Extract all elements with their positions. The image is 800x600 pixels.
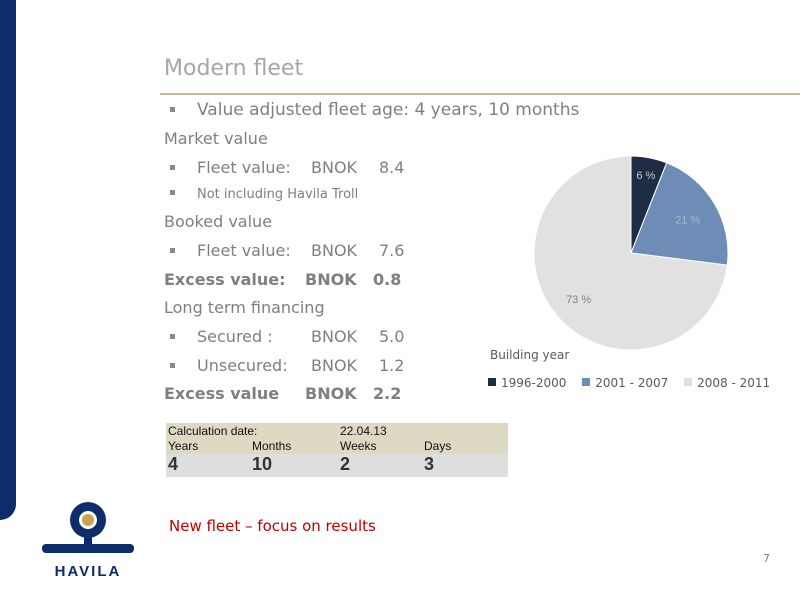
footer-tagline: New fleet – focus on results [169,517,376,535]
booked-fleet-label: Fleet value: [197,241,291,260]
legend-swatch [582,378,591,386]
bullet-icon [170,334,175,339]
excess-unit: BNOK [305,270,357,289]
market-fleet-item: Fleet value: BNOK 8.4 [170,158,404,177]
booked-fleet-value: 7.6 [379,241,405,260]
market-fleet-unit: BNOK [311,158,358,177]
calculation-values: 4 10 2 3 [166,454,508,477]
market-fleet-label: Fleet value: [197,158,291,177]
logo-text: HAVILA [55,563,122,580]
value-months: 10 [252,454,273,474]
excess-value-row-1: Excess value: BNOK 0.8 [164,270,401,289]
secured-item: Secured : BNOK 5.0 [170,327,404,346]
market-fleet-value: 8.4 [379,158,405,177]
brand-sidebar-bar [0,0,16,520]
excess-unit: BNOK [305,384,357,403]
legend-label: 2001 - 2007 [595,376,669,390]
bullet-icon [170,248,175,253]
header-years: Years [168,439,199,453]
calculation-date-label: Calculation date: [168,424,258,438]
legend-item-2001-2007: 2001 - 2007 [582,376,668,390]
legend-label: 2008 - 2011 [697,376,771,390]
havila-logo: HAVILA [42,502,134,580]
long-term-heading: Long term financing [164,298,325,317]
slide-title: Modern fleet [164,56,304,81]
excess-label: Excess value: [164,270,286,289]
excess-label: Excess value [164,384,280,403]
legend-item-1996-2000: 1996-2000 [488,376,566,390]
unsecured-value: 1.2 [379,356,405,375]
fleet-age-text: Value adjusted fleet age: 4 years, 10 mo… [197,100,580,120]
secured-label: Secured : [197,327,273,346]
unsecured-label: Unsecured: [197,356,288,375]
legend-swatch [684,378,693,386]
value-days: 3 [424,454,435,474]
value-years: 4 [168,454,179,474]
secured-value: 5.0 [379,327,405,346]
chart-legend: 1996-2000 2001 - 2007 2008 - 2011 [488,376,782,390]
pie-data-label: 21 % [675,214,700,226]
legend-item-2008-2011: 2008 - 2011 [684,376,770,390]
calculation-table: Calculation date: 22.04.13 Years Months … [166,423,508,477]
bullet-icon [170,190,175,195]
excess-value-row-2: Excess value BNOK 2.2 [164,384,401,403]
unsecured-unit: BNOK [311,356,358,375]
fleet-age-item: Value adjusted fleet age: 4 years, 10 mo… [170,100,579,120]
legend-label: 1996-2000 [501,376,567,390]
market-note-item: Not including Havila Troll [170,187,358,202]
booked-fleet-unit: BNOK [311,241,358,260]
header-months: Months [252,439,292,453]
market-note-text: Not including Havila Troll [197,187,359,202]
chart-title: Building year [490,348,570,362]
bullet-icon [170,107,175,112]
header-weeks: Weeks [340,439,377,453]
title-divider [160,93,800,95]
calculation-date-value: 22.04.13 [340,424,387,438]
page-number: 7 [763,552,770,565]
bullet-icon [170,363,175,368]
header-days: Days [424,439,452,453]
market-value-heading: Market value [164,129,268,148]
secured-unit: BNOK [311,327,358,346]
pie-slice-2008-2011 [533,155,728,351]
booked-value-heading: Booked value [164,212,273,231]
excess-value: 0.8 [373,270,402,289]
legend-swatch [488,378,496,386]
pie-data-label: 73 % [566,294,591,306]
value-weeks: 2 [340,454,351,474]
calculation-header: Calculation date: 22.04.13 Years Months … [166,423,508,454]
pie-data-label: 6 % [636,170,655,182]
excess-value: 2.2 [373,384,402,403]
booked-fleet-item: Fleet value: BNOK 7.6 [170,241,404,260]
bullet-icon [170,165,175,170]
pie-slice-2001-2007 [630,162,729,266]
unsecured-item: Unsecured: BNOK 1.2 [170,356,404,375]
